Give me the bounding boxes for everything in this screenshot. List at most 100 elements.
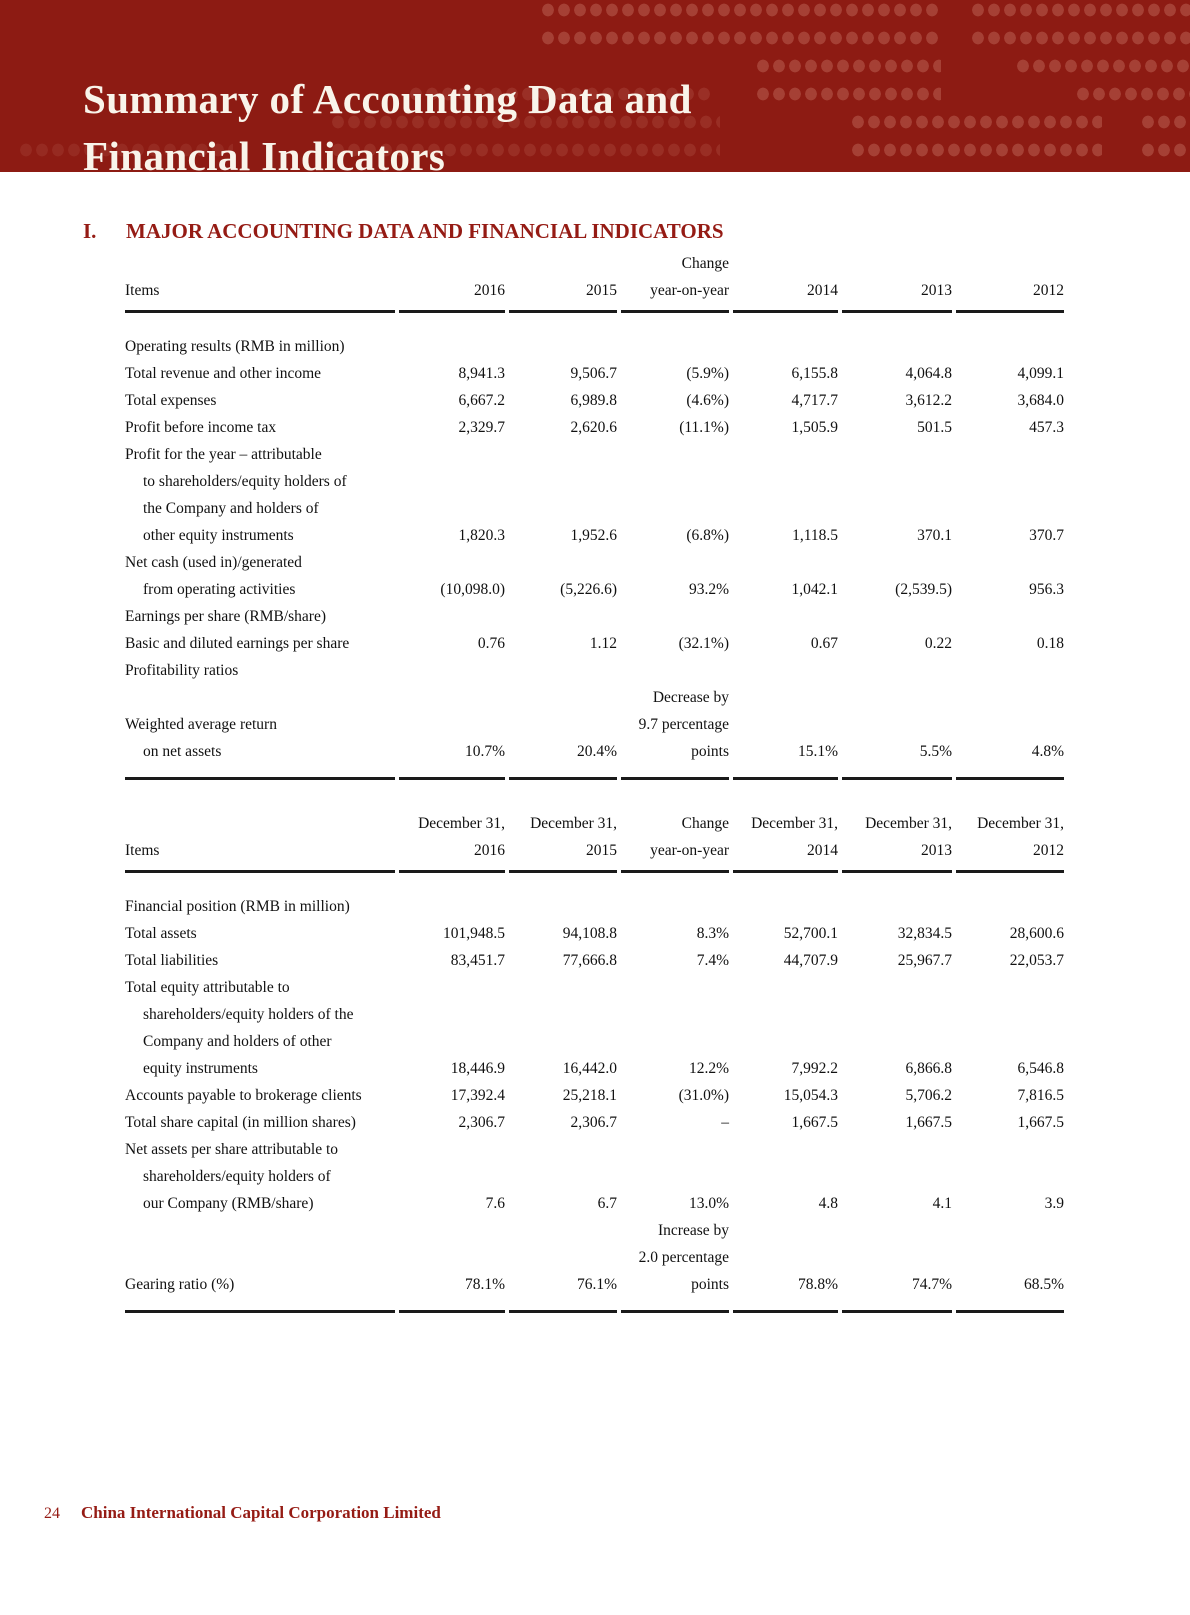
cell-change: (32.1%) bbox=[678, 635, 729, 652]
cell-2015: 25,218.1 bbox=[562, 1087, 617, 1104]
header-2016: 2016 bbox=[399, 250, 505, 313]
header-items: Items bbox=[125, 810, 395, 873]
table-row: Gearing ratio (%) 78.1% 76.1% Increase b… bbox=[125, 1217, 1064, 1313]
row-label: Earnings per share (RMB/share) bbox=[125, 608, 327, 625]
row-label: Gearing ratio (%) bbox=[125, 1217, 395, 1313]
cell-2012: 457.3 bbox=[1029, 419, 1064, 436]
cell-2015: 2,620.6 bbox=[570, 419, 618, 436]
row-label: Profitability ratios bbox=[125, 662, 239, 679]
cell-2016: 6,667.2 bbox=[458, 392, 506, 409]
cell-2015: 9,506.7 bbox=[570, 365, 618, 382]
section-heading: I. MAJOR ACCOUNTING DATA AND FINANCIAL IN… bbox=[83, 219, 724, 244]
cell-change: 13.0% bbox=[688, 1195, 729, 1212]
cell-2014: 15.1% bbox=[733, 684, 838, 780]
row-label: Total share capital (in million shares) bbox=[125, 1114, 356, 1131]
cell-2013: 1,667.5 bbox=[905, 1114, 953, 1131]
dot-pattern bbox=[755, 52, 941, 108]
dot-pattern bbox=[970, 0, 1190, 52]
page-banner: Summary of Accounting Data and Financial… bbox=[0, 0, 1190, 172]
dot-pattern bbox=[330, 108, 720, 164]
row-label: Total equity attributable to shareholder… bbox=[125, 979, 354, 1077]
cell-2013: 5.5% bbox=[842, 684, 952, 780]
row-label: Net assets per share attributable to sha… bbox=[125, 1141, 339, 1212]
dot-pattern bbox=[1015, 52, 1190, 80]
cell-change: 12.2% bbox=[688, 1060, 729, 1077]
cell-2013: 4,064.8 bbox=[905, 365, 953, 382]
company-name: China International Capital Corporation … bbox=[81, 1503, 441, 1522]
cell-change: (11.1%) bbox=[679, 419, 729, 436]
section-row: Earnings per share (RMB/share) bbox=[125, 603, 1064, 630]
cell-2015: 76.1% bbox=[509, 1217, 617, 1313]
table-row: Net cash (used in)/generated from operat… bbox=[125, 549, 1064, 603]
cell-2014: 1,042.1 bbox=[791, 581, 839, 598]
cell-2015: 16,442.0 bbox=[562, 1060, 617, 1077]
cell-change: (6.8%) bbox=[686, 527, 729, 544]
header-dec-2015: December 31, 2015 bbox=[509, 810, 617, 873]
cell-2016: 0.76 bbox=[477, 635, 505, 652]
cell-2016: 7.6 bbox=[485, 1195, 505, 1212]
cell-2016: 8,941.3 bbox=[458, 365, 506, 382]
cell-2015: 77,666.8 bbox=[562, 952, 617, 969]
table-row: Total share capital (in million shares) … bbox=[125, 1109, 1064, 1136]
cell-2014: 6,155.8 bbox=[791, 365, 839, 382]
cell-2012: 7,816.5 bbox=[1017, 1087, 1065, 1104]
operating-results-table: Items 2016 2015 Change year-on-year 2014 … bbox=[121, 250, 1068, 780]
cell-2016: 78.1% bbox=[399, 1217, 505, 1313]
cell-2015: 6.7 bbox=[597, 1195, 617, 1212]
dot-pattern bbox=[1075, 80, 1190, 108]
cell-2012: 3.9 bbox=[1044, 1195, 1064, 1212]
dot-pattern bbox=[850, 108, 1102, 164]
row-label: Profit for the year – attributable to sh… bbox=[125, 446, 347, 544]
row-label: Profit before income tax bbox=[125, 419, 277, 436]
cell-2016: 2,329.7 bbox=[458, 419, 506, 436]
cell-2014: 1,118.5 bbox=[792, 527, 838, 544]
header-dec-2012: December 31, 2012 bbox=[956, 810, 1064, 873]
page-title-line1: Summary of Accounting Data and bbox=[83, 76, 692, 123]
section-row: Profitability ratios bbox=[125, 657, 1064, 684]
table-row: Total revenue and other income 8,941.3 9… bbox=[125, 360, 1064, 387]
header-2013: 2013 bbox=[842, 250, 952, 313]
cell-2013: 370.1 bbox=[917, 527, 952, 544]
cell-2014: 1,505.9 bbox=[791, 419, 839, 436]
cell-2016: 1,820.3 bbox=[458, 527, 506, 544]
row-label: Total revenue and other income bbox=[125, 365, 322, 382]
header-2015: 2015 bbox=[509, 250, 617, 313]
cell-change: 8.3% bbox=[696, 925, 729, 942]
table-row: Total liabilities 83,451.7 77,666.8 7.4%… bbox=[125, 947, 1064, 974]
cell-2012: 0.18 bbox=[1036, 635, 1064, 652]
cell-2016: 17,392.4 bbox=[450, 1087, 505, 1104]
cell-2014: 44,707.9 bbox=[783, 952, 838, 969]
row-label: Net cash (used in)/generated from operat… bbox=[125, 554, 302, 598]
cell-2012: 370.7 bbox=[1029, 527, 1064, 544]
row-label: Accounts payable to brokerage clients bbox=[125, 1087, 362, 1104]
cell-2012: 956.3 bbox=[1029, 581, 1064, 598]
section-number: I. bbox=[83, 219, 97, 243]
table-row: Weighted average return on net assets 10… bbox=[125, 684, 1064, 780]
cell-change: 7.4% bbox=[696, 952, 729, 969]
page-title: Summary of Accounting Data and Financial… bbox=[83, 71, 692, 172]
cell-2013: 4.1 bbox=[932, 1195, 952, 1212]
cell-change: (31.0%) bbox=[678, 1087, 729, 1104]
cell-2016: 83,451.7 bbox=[450, 952, 505, 969]
cell-2013: 6,866.8 bbox=[905, 1060, 953, 1077]
row-label: Total assets bbox=[125, 925, 197, 942]
cell-2012: 1,667.5 bbox=[1017, 1114, 1065, 1131]
cell-2013: 74.7% bbox=[842, 1217, 952, 1313]
cell-2013: (2,539.5) bbox=[895, 581, 952, 598]
cell-2014: 52,700.1 bbox=[783, 925, 838, 942]
table-header-row: Items 2016 2015 Change year-on-year 2014 … bbox=[125, 250, 1064, 313]
header-dec-2013: December 31, 2013 bbox=[842, 810, 952, 873]
cell-2013: 501.5 bbox=[917, 419, 952, 436]
financial-position-table: Items December 31, 2016 December 31, 2015 … bbox=[121, 810, 1068, 1313]
header-dec-2014: December 31, 2014 bbox=[733, 810, 838, 873]
cell-2014: 7,992.2 bbox=[791, 1060, 839, 1077]
cell-2012: 3,684.0 bbox=[1017, 392, 1065, 409]
cell-2016: 18,446.9 bbox=[450, 1060, 505, 1077]
section-title: MAJOR ACCOUNTING DATA AND FINANCIAL INDI… bbox=[126, 219, 724, 243]
page-number: 24 bbox=[44, 1505, 60, 1522]
cell-2015: 6,989.8 bbox=[570, 392, 618, 409]
header-change: Change year-on-year bbox=[621, 250, 729, 313]
section-row: Operating results (RMB in million) bbox=[125, 313, 1064, 360]
row-label: Basic and diluted earnings per share bbox=[125, 635, 350, 652]
cell-change: (4.6%) bbox=[686, 392, 729, 409]
